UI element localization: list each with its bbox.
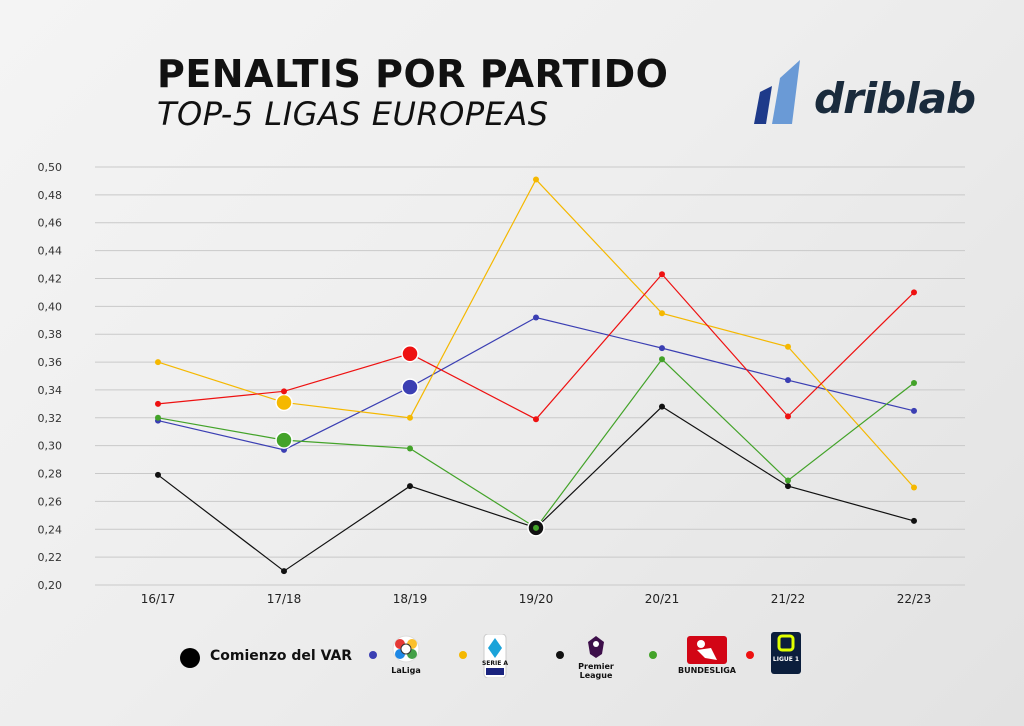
data-point-premier-league — [785, 483, 791, 490]
y-tick-label: 0,32 — [38, 412, 63, 425]
ligue1-legend-dot — [746, 651, 754, 659]
data-point-bundesliga — [785, 477, 791, 484]
y-tick-label: 0,36 — [38, 356, 63, 369]
x-tick-label: 22/23 — [897, 592, 932, 606]
data-point-ligue-1 — [533, 416, 539, 423]
x-tick-label: 21/22 — [771, 592, 806, 606]
bundesliga-icon — [687, 636, 727, 664]
y-tick-label: 0,22 — [38, 551, 63, 564]
y-tick-label: 0,38 — [38, 328, 63, 341]
brand-name: driblab — [814, 74, 976, 123]
data-point-laliga — [533, 314, 539, 321]
legend: Comienzo del VAR LaLiga SERIE A Premier … — [180, 632, 1000, 684]
premier-text: Premier League — [578, 662, 614, 680]
series-line-ligue-1 — [157, 273, 915, 420]
data-point-bundesliga — [155, 414, 161, 421]
bundesliga-legend-dot — [649, 651, 657, 659]
series-line-premier-league — [157, 405, 915, 572]
data-point-serie-a — [911, 484, 917, 491]
x-tick-label: 17/18 — [267, 592, 302, 606]
ligue1-icon — [771, 632, 801, 674]
series-line-serie-a — [157, 178, 915, 488]
data-point-ligue-1 — [281, 388, 287, 395]
lion-icon — [588, 636, 604, 658]
title-block: PENALTIS POR PARTIDO TOP-5 LIGAS EUROPEA… — [157, 52, 668, 132]
y-tick-label: 0,24 — [38, 523, 63, 536]
y-tick-label: 0,46 — [38, 217, 63, 230]
data-point-serie-a — [785, 343, 791, 350]
seriea-logo: SERIE A — [480, 633, 510, 680]
var-start-point-bundesliga — [275, 431, 293, 449]
premier-legend-dot — [556, 651, 564, 659]
var-label: Comienzo del VAR — [210, 648, 353, 664]
data-point-premier-league — [659, 403, 665, 410]
bundesliga-logo: BUNDESLIGA — [672, 636, 742, 675]
seriea-text: SERIE A — [481, 660, 509, 667]
data-point-ligue-1 — [785, 413, 791, 420]
premier-logo: Premier League — [574, 634, 618, 680]
data-point-serie-a — [155, 359, 161, 366]
y-tick-label: 0,44 — [38, 245, 63, 258]
data-point-premier-league — [911, 517, 917, 524]
laliga-legend-dot — [369, 651, 377, 659]
x-tick-label: 19/20 — [519, 592, 554, 606]
seriea-legend-dot — [459, 651, 467, 659]
driblab-logo: driblab — [752, 52, 976, 130]
data-point-laliga — [785, 377, 791, 384]
x-tick-label: 20/21 — [645, 592, 680, 606]
data-point-ligue-1 — [659, 271, 665, 278]
data-point-premier-league — [155, 471, 161, 478]
y-tick-label: 0,20 — [38, 579, 63, 592]
ligue1-text: LIGUE 1 — [772, 656, 800, 663]
var-start-point-ligue-1 — [401, 344, 419, 363]
data-point-serie-a — [533, 176, 539, 183]
y-tick-label: 0,28 — [38, 468, 63, 481]
data-point-serie-a — [407, 414, 413, 421]
series-line-bundesliga — [157, 358, 915, 529]
data-point-premier-league — [407, 483, 413, 490]
laliga-icon — [392, 635, 420, 663]
ligue1-logo: LIGUE 1 — [771, 632, 801, 676]
laliga-logo: LaLiga — [388, 634, 424, 675]
laliga-text: LaLiga — [391, 666, 421, 675]
seriea-icon — [483, 633, 507, 679]
y-tick-label: 0,42 — [38, 272, 63, 285]
y-tick-label: 0,30 — [38, 440, 63, 453]
bundesliga-text: BUNDESLIGA — [678, 666, 736, 675]
data-point-ligue-1 — [155, 400, 161, 407]
y-tick-label: 0,48 — [38, 189, 63, 202]
data-point-serie-a — [659, 310, 665, 317]
data-point-premier-league — [281, 568, 287, 575]
y-tick-label: 0,40 — [38, 300, 63, 313]
series-line-laliga — [157, 316, 915, 451]
var-start-point-serie-a — [275, 393, 293, 412]
y-tick-label: 0,26 — [38, 495, 63, 508]
x-tick-label: 16/17 — [141, 592, 176, 606]
x-tick-label: 18/19 — [393, 592, 428, 606]
data-point-bundesliga — [407, 445, 413, 452]
data-point-bundesliga — [659, 356, 665, 363]
chart-subtitle: TOP-5 LIGAS EUROPEAS — [157, 95, 549, 133]
data-point-bundesliga — [533, 524, 539, 531]
y-tick-label: 0,50 — [38, 161, 63, 174]
chart-title: PENALTIS POR PARTIDO — [157, 52, 669, 96]
driblab-logo-mark — [754, 60, 800, 124]
data-point-bundesliga — [911, 379, 917, 386]
var-start-point-laliga — [401, 378, 419, 396]
data-point-laliga — [659, 345, 665, 352]
var-marker-legend — [180, 648, 200, 668]
data-point-laliga — [911, 407, 917, 414]
data-point-ligue-1 — [911, 289, 917, 296]
y-tick-label: 0,34 — [38, 384, 63, 397]
